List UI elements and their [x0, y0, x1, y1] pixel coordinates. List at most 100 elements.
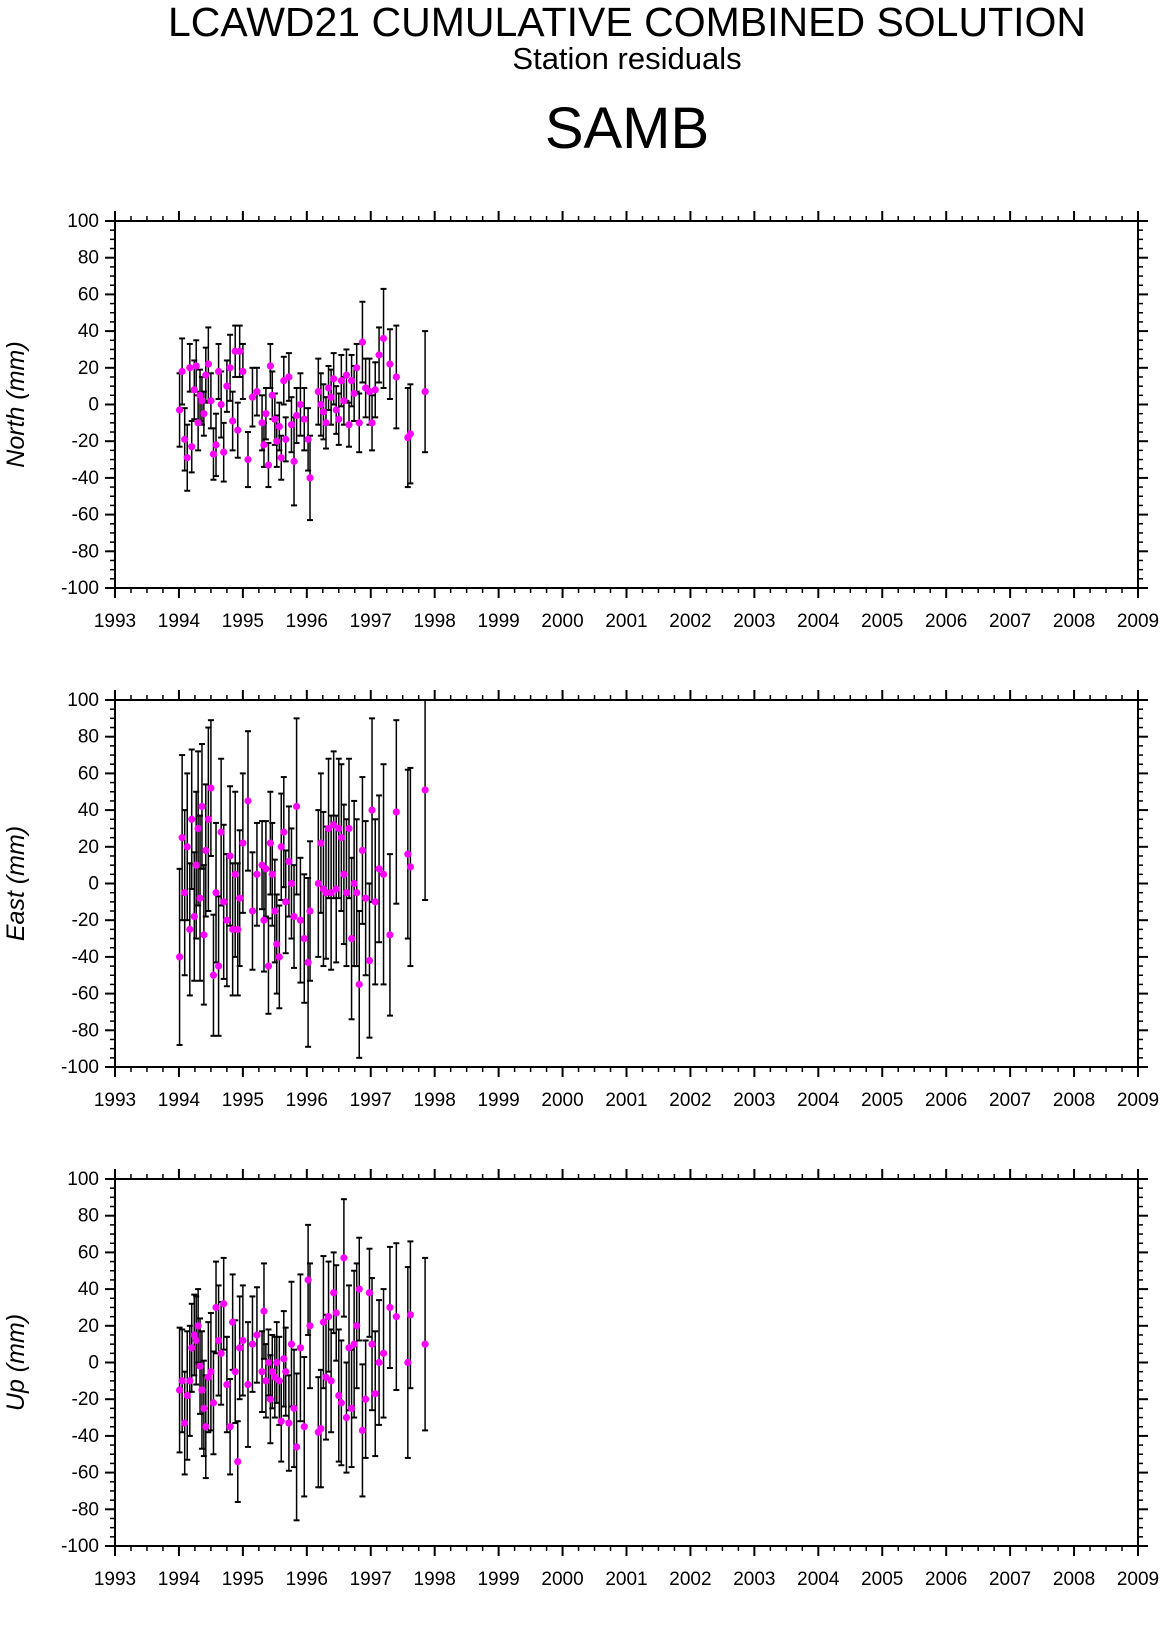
data-point [290, 912, 298, 921]
x-tick-label: 1998 [414, 1569, 456, 1590]
x-tick-label: 1993 [94, 1090, 136, 1111]
data-point [253, 388, 261, 396]
data-point [345, 824, 353, 833]
data-point [264, 461, 273, 469]
data-point [207, 397, 215, 405]
data-point [285, 1419, 293, 1427]
y-tick-label: 0 [88, 874, 99, 895]
data-point [285, 857, 293, 866]
data-point [188, 815, 196, 823]
data-point [280, 1355, 288, 1363]
data-point [214, 1336, 223, 1345]
data-point [365, 388, 374, 396]
data-point [287, 879, 296, 888]
x-tick-label: 2007 [989, 1569, 1031, 1590]
data-point [327, 889, 335, 897]
x-tick-label: 1994 [158, 611, 201, 632]
y-tick-label: -80 [72, 541, 99, 562]
data-point [253, 1331, 261, 1339]
data-point [181, 435, 189, 443]
y-tick-label: 20 [78, 358, 99, 379]
x-tick-label: 2000 [541, 1090, 583, 1111]
x-tick-label: 2009 [1117, 611, 1159, 632]
x-tick-label: 2005 [861, 1090, 903, 1111]
up-residuals-chart: 1993 1994 1995 1996 1997 1998 1999 2000 2001 2002… [2, 1169, 1159, 1590]
data-point [209, 450, 218, 458]
y-tick-label: -100 [61, 1057, 99, 1078]
data-point [253, 870, 261, 878]
data-point [262, 865, 270, 873]
data-point [304, 435, 312, 443]
x-tick-label: 1995 [222, 1569, 264, 1590]
data-point [277, 454, 285, 462]
data-point [368, 806, 376, 814]
data-point [345, 421, 353, 429]
data-point [362, 894, 370, 902]
data-point [282, 1368, 290, 1376]
data-point [306, 1322, 314, 1330]
y-axis-label: North (mm) [2, 341, 30, 467]
x-tick-label: 2004 [797, 1569, 840, 1590]
data-point [322, 419, 330, 427]
x-tick-label: 2002 [669, 1090, 711, 1111]
data-point [271, 415, 279, 423]
data-point [236, 1344, 244, 1352]
data-point [375, 351, 383, 359]
data-point [362, 1395, 370, 1403]
data-point [319, 408, 328, 416]
east-residuals-chart: 1993 1994 1995 1996 1997 1998 1999 2000 2001 2002… [2, 690, 1159, 1111]
data-point [335, 824, 343, 833]
data-point [220, 448, 228, 456]
data-point [181, 889, 189, 897]
y-tick-label: -100 [61, 1536, 99, 1557]
y-tick-label: 40 [78, 800, 99, 821]
data-point [386, 360, 394, 368]
data-point [277, 1417, 285, 1425]
data-point [406, 1311, 414, 1319]
data-point [236, 347, 244, 355]
data-point [207, 784, 215, 792]
x-tick-label: 2004 [797, 1090, 840, 1111]
data-point [327, 1377, 335, 1385]
data-point [268, 1368, 276, 1376]
x-tick-label: 2004 [797, 611, 840, 632]
x-tick-label: 2006 [925, 1569, 967, 1590]
x-tick-label: 2008 [1053, 611, 1095, 632]
data-point [322, 1373, 330, 1381]
data-point [275, 1377, 283, 1385]
x-tick-label: 1995 [222, 611, 264, 632]
data-point [290, 457, 298, 465]
data-point [290, 1404, 298, 1412]
x-tick-label: 1999 [477, 1569, 519, 1590]
data-point [188, 1344, 196, 1352]
data-point [260, 916, 268, 924]
data-series [175, 1198, 429, 1522]
x-tick-label: 1997 [350, 1569, 392, 1590]
data-point [304, 1276, 312, 1284]
data-point [371, 898, 379, 906]
data-point [296, 400, 305, 409]
data-point [337, 1399, 345, 1407]
data-point [236, 894, 244, 902]
data-point [337, 377, 345, 385]
data-point [190, 912, 198, 921]
data-point [258, 419, 266, 427]
data-point [327, 393, 335, 401]
data-point [277, 843, 285, 851]
data-point [350, 879, 358, 888]
data-point [330, 375, 338, 383]
data-point [285, 373, 293, 381]
data-point [292, 411, 301, 420]
data-point [335, 1391, 343, 1400]
data-point [300, 415, 308, 423]
y-tick-label: -40 [72, 468, 99, 489]
data-point [183, 454, 191, 462]
data-point [175, 953, 184, 961]
x-tick-label: 2002 [669, 1569, 711, 1590]
data-point [196, 1362, 204, 1370]
data-point [375, 865, 383, 873]
x-tick-label: 2003 [733, 1090, 775, 1111]
data-point [358, 338, 367, 346]
y-tick-label: -80 [72, 1499, 99, 1520]
data-point [258, 1368, 266, 1376]
